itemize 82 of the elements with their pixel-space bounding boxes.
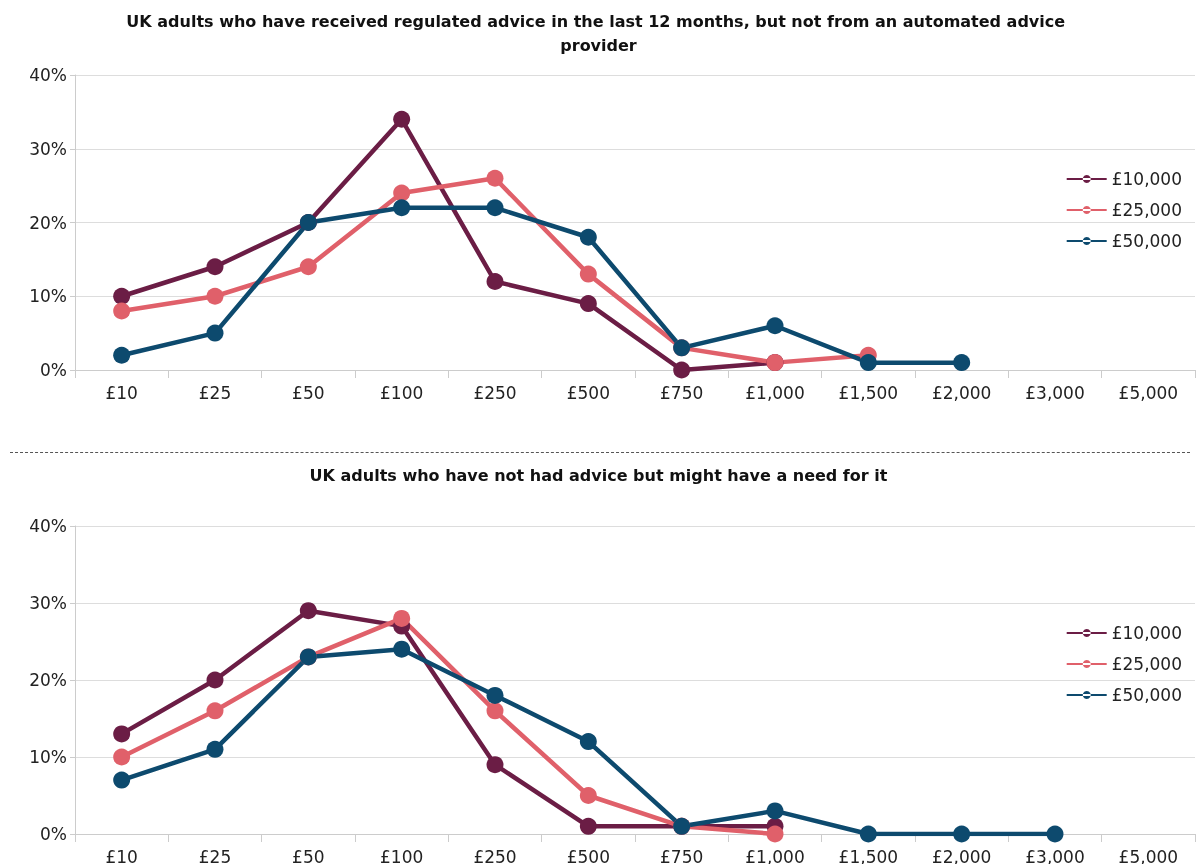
y-tick-label: 0% [40, 360, 67, 380]
point [486, 199, 504, 217]
point [486, 169, 504, 187]
point [393, 110, 411, 128]
x-tick-label: £500 [566, 846, 610, 864]
x-tick-label: £750 [660, 846, 704, 864]
point [113, 302, 131, 320]
y-tick-label: 20% [29, 212, 67, 233]
point [393, 640, 411, 658]
x-tick-label: £100 [380, 846, 424, 864]
point [393, 609, 411, 627]
point [299, 258, 317, 276]
legend-label: £10,000 [1111, 623, 1183, 643]
point [299, 602, 317, 620]
x-tick-label: £2,000 [931, 382, 992, 403]
point [579, 295, 597, 313]
point [206, 258, 224, 276]
point [766, 825, 784, 843]
point [113, 748, 131, 766]
y-tick-label: 10% [29, 286, 67, 307]
point [206, 671, 224, 689]
point [579, 787, 597, 804]
point [673, 361, 691, 379]
point [113, 771, 131, 789]
x-tick-label: £1,000 [745, 382, 805, 403]
y-tick-label: 0% [40, 824, 67, 844]
point [393, 199, 411, 217]
point [766, 802, 784, 820]
point [486, 273, 504, 290]
point [206, 324, 224, 342]
point [953, 825, 971, 843]
point [486, 756, 504, 774]
legend-label: £50,000 [1111, 231, 1183, 251]
point [766, 317, 784, 335]
legend-label: £50,000 [1111, 685, 1183, 705]
x-tick-label: £25 [198, 382, 232, 403]
x-tick-label: £100 [380, 382, 424, 403]
legend-label: £25,000 [1111, 200, 1183, 220]
point [206, 287, 224, 305]
x-tick-label: £1,500 [838, 846, 899, 864]
x-tick-label: £50 [292, 382, 325, 403]
x-tick-label: £3,000 [1025, 846, 1085, 864]
point [113, 287, 131, 305]
point [206, 740, 224, 758]
chart-title: UK adults who have not had advice but might have a need for it [309, 465, 888, 485]
x-tick-label: £25 [198, 846, 232, 864]
point [579, 265, 597, 283]
x-tick-label: £2,000 [931, 846, 992, 864]
chart-title: UK adults who have received regulated advice in the last 12 months, but not from an automated advice provider [126, 11, 1071, 55]
legend-label: £25,000 [1111, 654, 1183, 674]
x-tick-label: £5,000 [1118, 382, 1179, 403]
point [579, 228, 597, 246]
x-tick-label: £1,500 [838, 382, 899, 403]
point [579, 733, 597, 751]
y-tick-label: 40% [29, 65, 67, 85]
point [113, 725, 131, 743]
y-tick-label: 40% [29, 516, 67, 536]
point [859, 354, 877, 372]
y-tick-label: 30% [29, 138, 67, 159]
x-tick-label: £10 [105, 846, 138, 864]
point [113, 346, 131, 364]
x-tick-label: £10 [105, 382, 138, 403]
y-tick-label: 30% [29, 593, 67, 613]
legend-label: £10,000 [1111, 169, 1183, 189]
point [393, 184, 411, 202]
x-tick-label: £250 [473, 382, 517, 403]
point [859, 825, 877, 843]
x-tick-label: £750 [660, 382, 704, 403]
point [1046, 825, 1064, 843]
x-tick-label: £500 [566, 382, 610, 403]
y-tick-label: 10% [29, 747, 67, 767]
y-tick-label: 20% [29, 670, 67, 690]
x-tick-label: £3,000 [1025, 382, 1085, 403]
x-tick-label: £1,000 [745, 846, 805, 864]
point [953, 354, 971, 372]
point [486, 686, 504, 704]
point [486, 702, 504, 720]
x-tick-label: £50 [292, 846, 325, 864]
point [579, 817, 597, 835]
point [206, 702, 224, 720]
x-tick-label: £5,000 [1118, 846, 1179, 864]
x-tick-label: £250 [473, 846, 517, 864]
